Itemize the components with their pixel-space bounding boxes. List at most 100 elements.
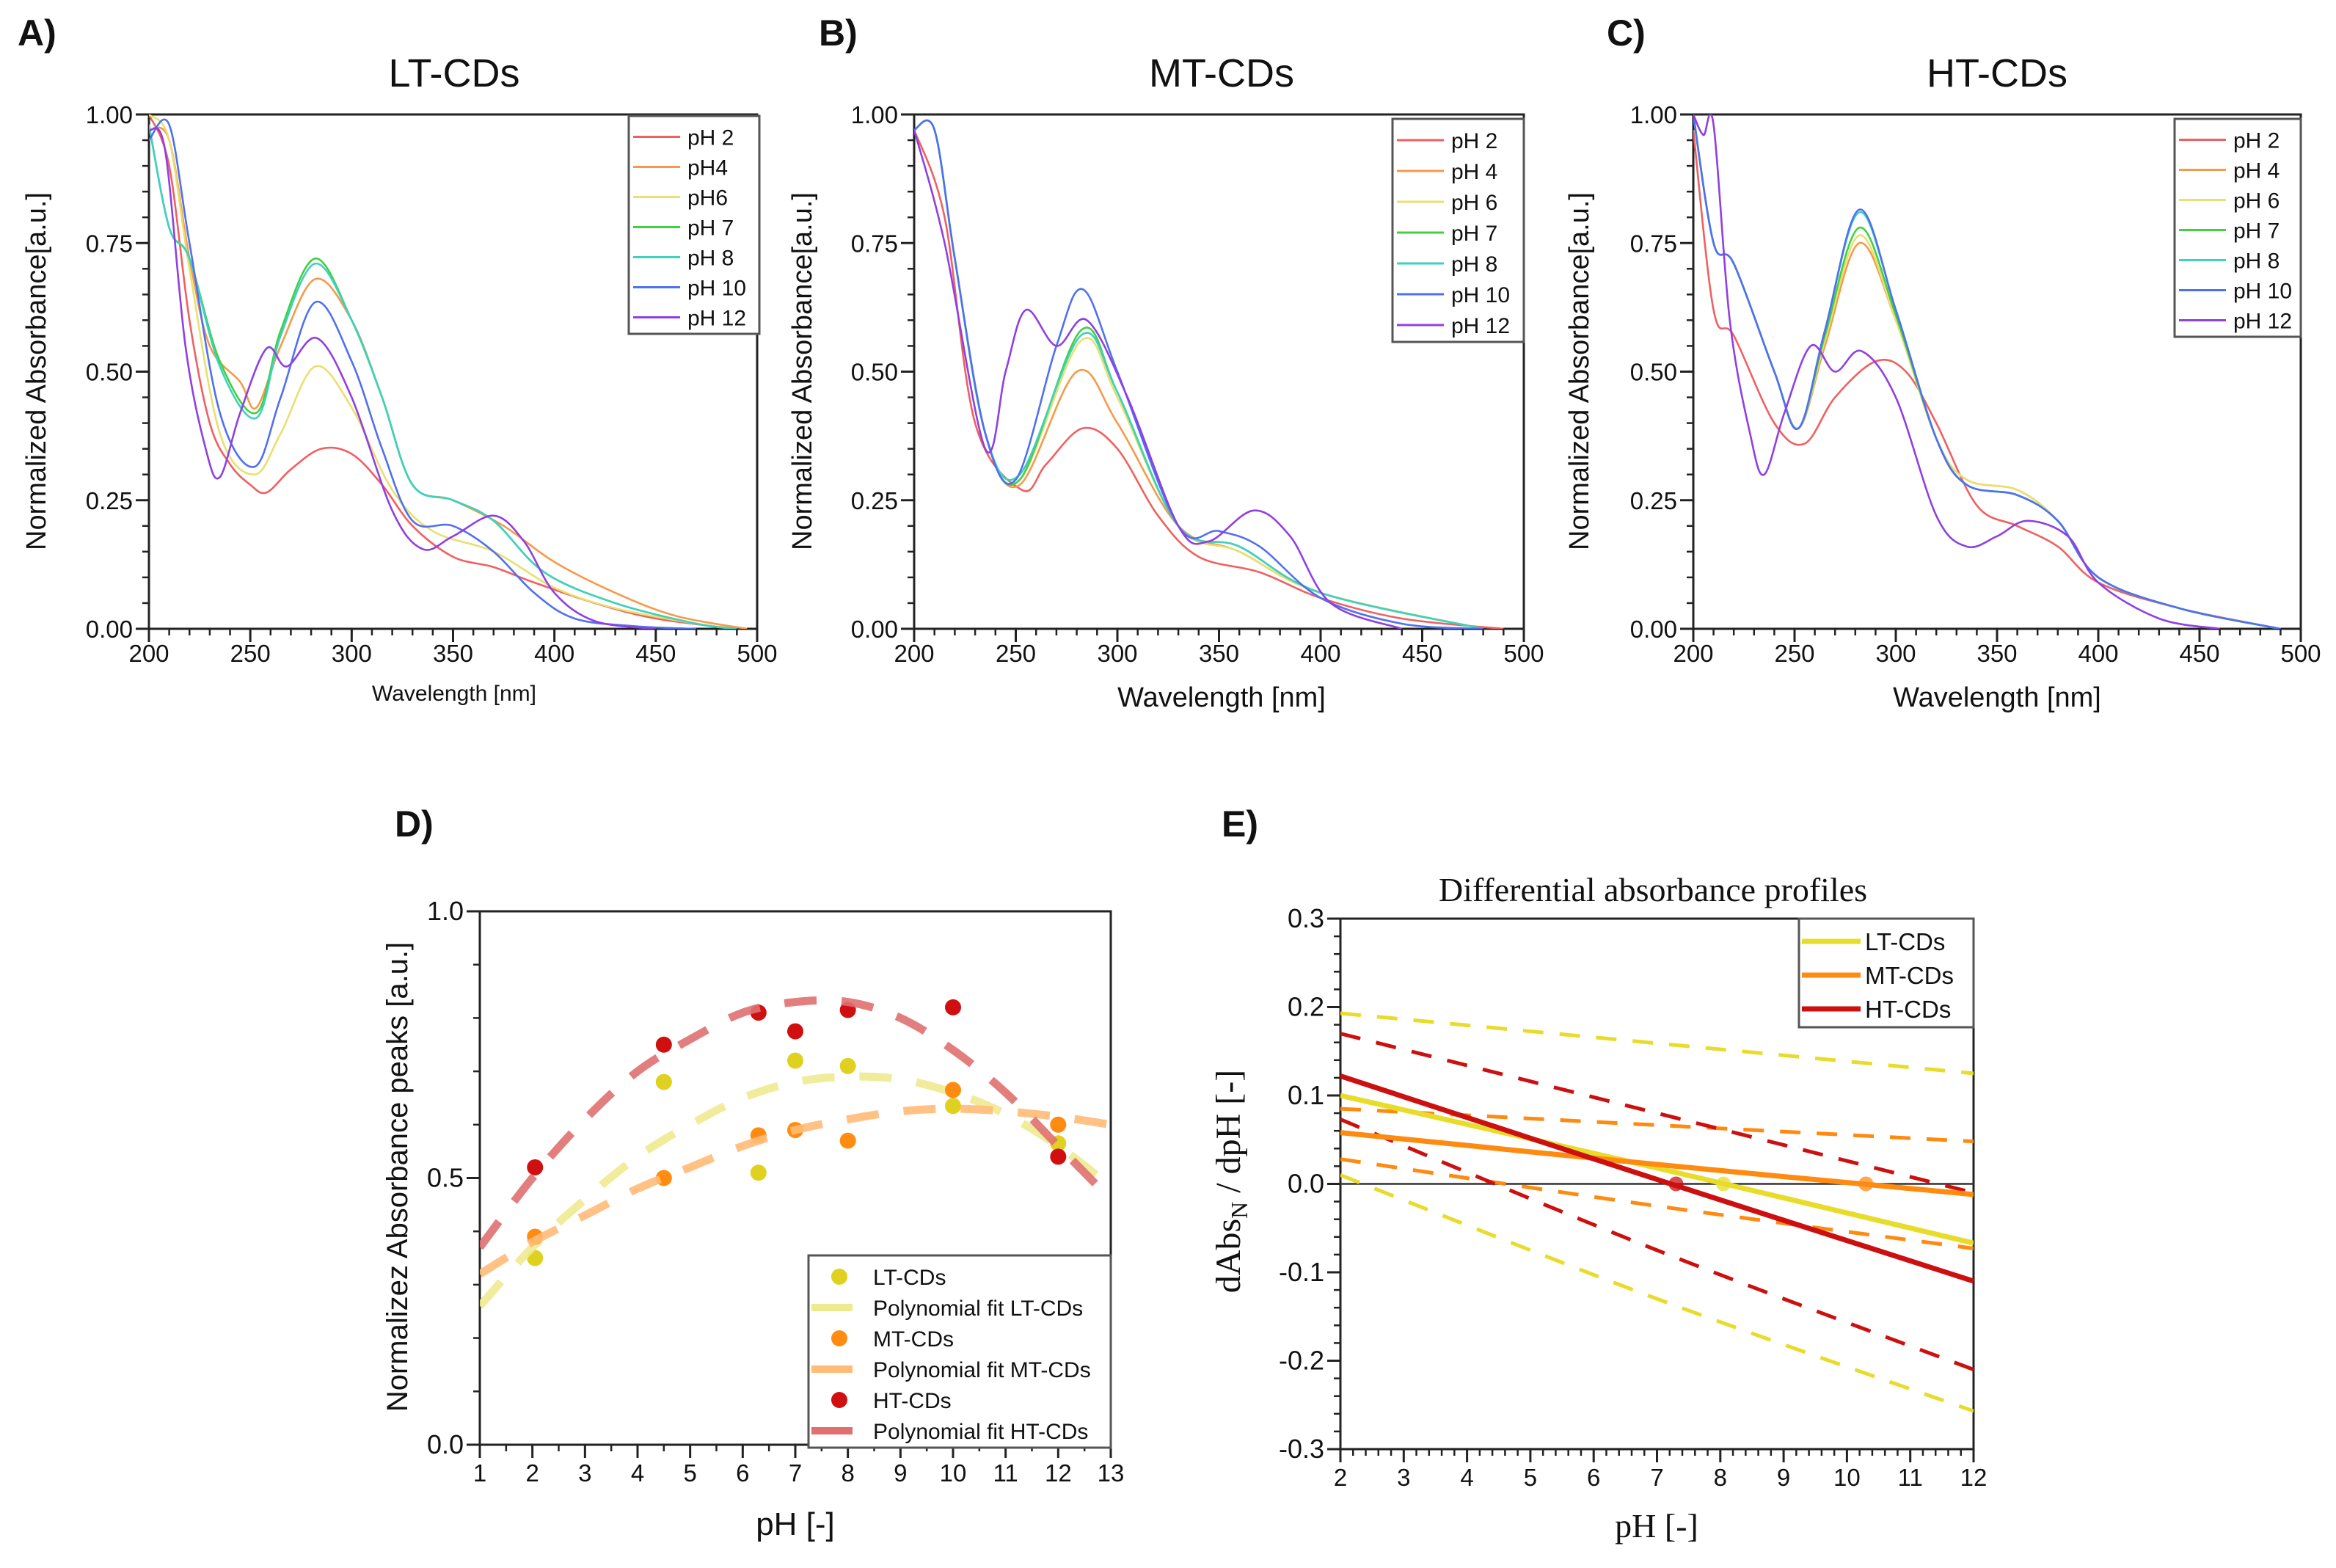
fit-line-polynomial-fit-lt-cds <box>480 1072 1103 1309</box>
panel-e: E) Differential absorbance profiles 2 3 4 5 6 7… <box>1209 803 1987 1545</box>
y-tick-label: 1.00 <box>851 101 898 128</box>
legend-label: pH 2 <box>2233 129 2280 153</box>
y-tick-label: 0.50 <box>86 359 133 386</box>
legend-label: pH 4 <box>1451 160 1497 184</box>
legend-item: pH 7 <box>1397 222 1497 246</box>
legend-label: pH 6 <box>2233 189 2280 214</box>
x-tick-label: 500 <box>737 640 777 667</box>
y-tick-label: 0.2 <box>1288 992 1324 1022</box>
data-point-mt-cds <box>1050 1116 1067 1133</box>
data-point-lt-cds <box>945 1098 961 1115</box>
legend-label: MT-CDs <box>1865 962 1954 989</box>
x-tick-label: 2 <box>1334 1464 1347 1491</box>
y-tick-label: 0.0 <box>1288 1169 1324 1199</box>
x-tick-label: 200 <box>1673 640 1713 667</box>
legend-item: pH 8 <box>633 247 734 271</box>
data-point-lt-cds <box>787 1052 803 1069</box>
legend-label: pH 10 <box>2233 280 2292 304</box>
legend-item: HT-CDs <box>1802 996 1951 1023</box>
chart-title: MT-CDs <box>1149 51 1294 95</box>
y-tick-label: 0.50 <box>851 359 898 386</box>
legend-item: Polynomial fit HT-CDs <box>811 1420 1088 1444</box>
x-tick-label: 5 <box>1524 1464 1537 1491</box>
legend-box <box>2173 117 2302 338</box>
legend-label: pH 8 <box>687 247 734 271</box>
legend-label: pH 8 <box>2233 249 2280 274</box>
y-axis-label: Normalized Absorbance[a.u.] <box>787 192 818 550</box>
x-tick-label: 8 <box>841 1459 854 1487</box>
plot-area <box>1693 114 2281 629</box>
x-tick-label: 400 <box>2078 640 2118 667</box>
y-tick-label: 0.75 <box>1630 230 1677 257</box>
derivative-line-ht-cds <box>1340 1073 1974 1284</box>
series-line-ph6 <box>149 114 737 629</box>
y-tick-label: 0.0 <box>427 1429 464 1459</box>
legend-item: pH 10 <box>633 277 746 301</box>
chart-title: LT-CDs <box>388 51 519 95</box>
legend-label: pH6 <box>687 186 728 211</box>
legend-item: pH 12 <box>633 307 746 331</box>
x-tick-label: 400 <box>1300 640 1340 667</box>
confidence-lower-lt-cds <box>1340 1173 1974 1413</box>
data-point-ht-cds <box>787 1023 803 1040</box>
panel-label: E) <box>1222 803 1258 845</box>
x-tick-label: 11 <box>993 1459 1018 1487</box>
y-tick-label: 1.00 <box>1630 101 1677 128</box>
y-tick-label: -0.3 <box>1279 1434 1324 1464</box>
legend-item: Polynomial fit MT-CDs <box>811 1358 1091 1382</box>
x-tick-label: 9 <box>1777 1464 1790 1491</box>
y-axis-label: Normalizez Absorbance peaks [a.u.] <box>382 942 414 1412</box>
y-tick-label: 0.75 <box>851 230 898 257</box>
legend-box <box>627 114 761 335</box>
legend-label: pH 12 <box>687 307 746 331</box>
x-tick-label: 200 <box>894 640 934 667</box>
x-tick-label: 10 <box>1833 1464 1861 1491</box>
legend-label: Polynomial fit LT-CDs <box>873 1297 1083 1321</box>
derivative-line-lt-cds <box>1340 1093 1974 1246</box>
x-tick-label: 7 <box>789 1459 802 1487</box>
y-tick-label: 0.25 <box>1630 487 1677 514</box>
y-tick-label: 0.00 <box>86 616 133 643</box>
data-point-ht-cds <box>527 1159 544 1175</box>
data-point-lt-cds <box>839 1057 856 1074</box>
confidence-upper-mt-cds <box>1340 1106 1974 1144</box>
legend-item: pH 7 <box>633 216 734 241</box>
legend-marker <box>831 1392 847 1408</box>
series-line-ph-12 <box>149 127 656 629</box>
legend-item: MT-CDs <box>1802 962 1954 989</box>
series-line-ph-12 <box>1693 114 2220 629</box>
series-line-ph-10 <box>914 119 1483 629</box>
x-tick-label: 450 <box>2179 640 2219 667</box>
y-tick-label: 0.00 <box>851 616 898 643</box>
panel-label: D) <box>395 803 434 845</box>
x-axis-label: Wavelength [nm] <box>1893 682 2101 713</box>
data-point-ht-cds <box>655 1036 672 1053</box>
legend-label: pH 8 <box>1451 252 1497 277</box>
legend-item: LT-CDs <box>1802 928 1945 955</box>
x-tick-label: 350 <box>1977 640 2017 667</box>
panel-a: A) LT-CDs 200 250 300 350 400 450 500 0.00 0.25 0.5… <box>18 12 778 706</box>
x-tick-label: 11 <box>1898 1464 1923 1491</box>
legend-item: pH 7 <box>2179 219 2280 244</box>
legend-item: pH 6 <box>2179 189 2280 214</box>
legend-marker <box>831 1330 847 1346</box>
data-point-lt-cds <box>750 1164 767 1181</box>
plot-area <box>149 114 748 629</box>
legend-item: pH 8 <box>2179 249 2280 274</box>
x-tick-label: 3 <box>578 1459 591 1487</box>
x-tick-label: 250 <box>996 640 1036 667</box>
legend-label: HT-CDs <box>873 1389 952 1413</box>
panel-c: C) HT-CDs 200 250 300 350 400 450 500 0.00 0.25 0.5… <box>1564 12 2321 713</box>
legend-label: pH 7 <box>2233 219 2280 244</box>
x-tick-label: 300 <box>1875 640 1916 667</box>
legend-item: MT-CDs <box>831 1327 954 1352</box>
y-label-main: dAbs <box>1209 1219 1248 1293</box>
x-tick-label: 7 <box>1650 1464 1663 1491</box>
legend-label: pH 10 <box>1451 283 1510 307</box>
fit-line-polynomial-fit-ht-cds <box>480 996 1103 1250</box>
x-tick-label: 250 <box>230 640 271 667</box>
x-axis-label: pH [-] <box>756 1506 835 1542</box>
x-tick-label: 8 <box>1714 1464 1727 1491</box>
legend-item: pH4 <box>633 156 728 180</box>
